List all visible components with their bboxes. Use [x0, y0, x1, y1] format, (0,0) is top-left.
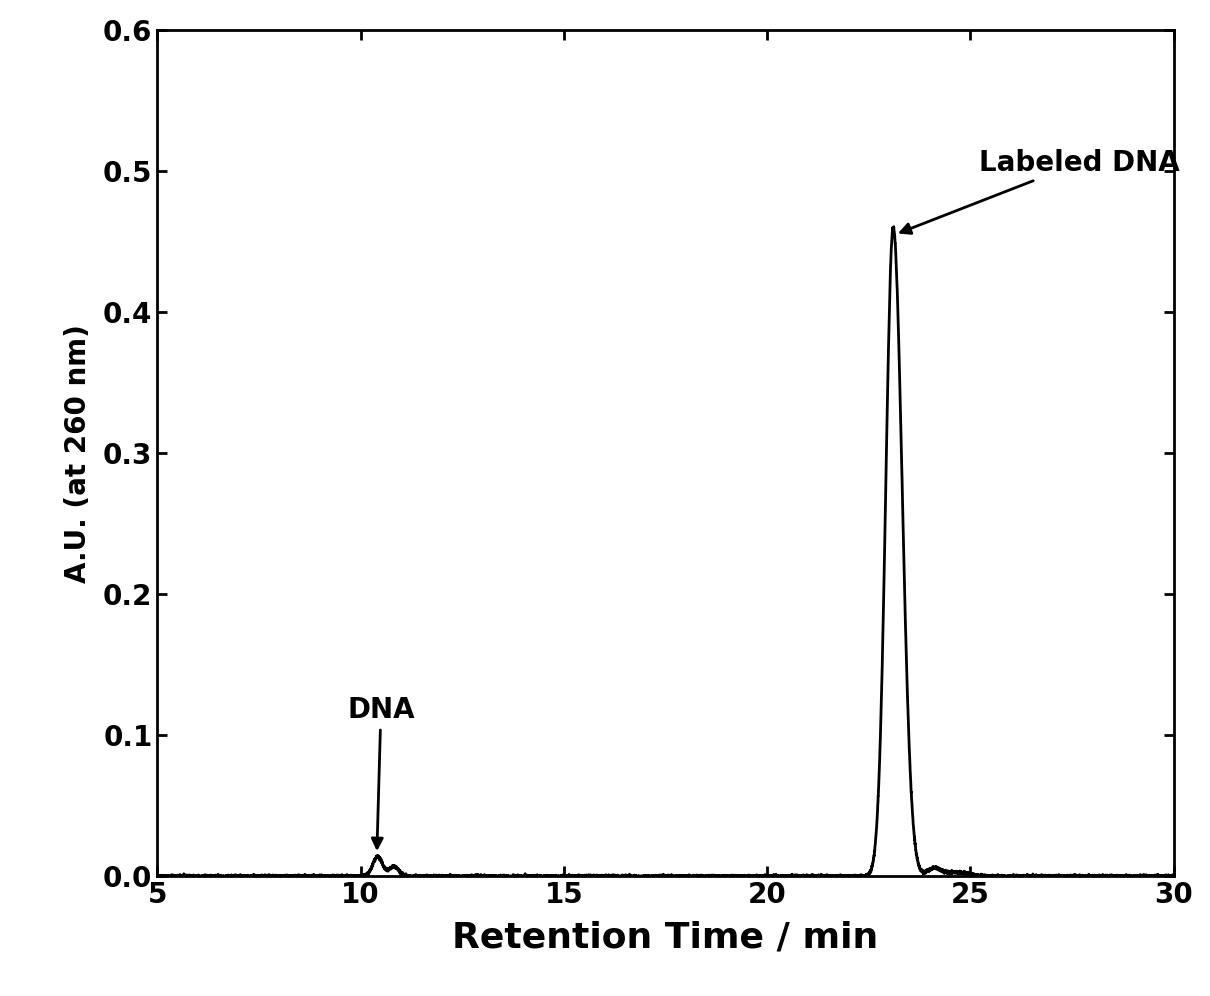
Text: Labeled DNA: Labeled DNA — [900, 149, 1180, 233]
X-axis label: Retention Time / min: Retention Time / min — [453, 920, 878, 954]
Y-axis label: A.U. (at 260 nm): A.U. (at 260 nm) — [64, 324, 92, 583]
Text: DNA: DNA — [347, 696, 415, 848]
